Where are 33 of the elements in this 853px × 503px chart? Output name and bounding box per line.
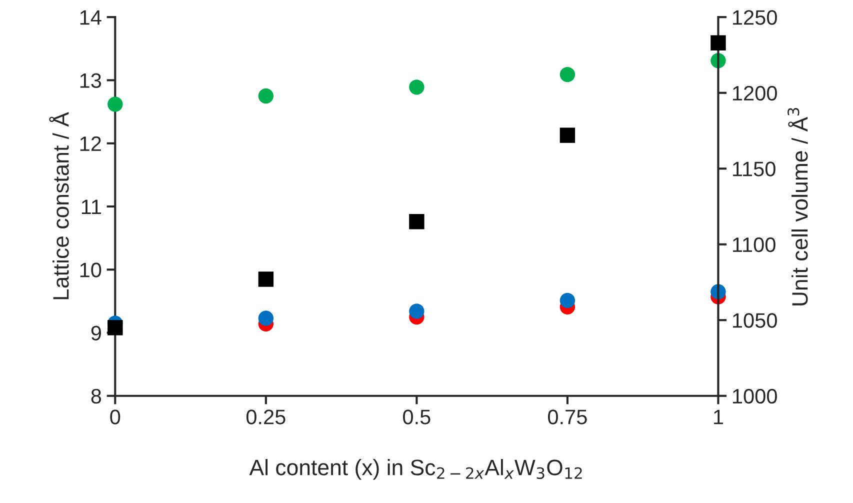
y-tick-label: 14 [80,10,102,25]
y2-tick-label: 1250 [733,10,777,25]
point [409,304,424,319]
y2-tick-label: 1100 [733,237,776,252]
y2-tick-label: 1000 [733,388,777,404]
point [108,320,123,336]
point [258,88,274,104]
point [258,272,274,287]
point [409,214,424,230]
y2-tick-label: 1200 [733,86,777,101]
point [108,96,123,112]
y2-axis-title: Unit cell volume / Å$^{3}$ [788,108,808,306]
x-tick-label: 0.25 [246,410,286,424]
y2-tick-label: 1050 [733,313,777,328]
y-tick-label: 9 [91,326,101,340]
x-axis-title: Al content (x) in Sc$_{2−2x}$Al$_{x}$W$_{3}$O$_{12}$ [249,459,582,480]
point [409,80,424,95]
point [560,128,576,143]
y-tick-label: 11 [82,200,101,214]
y-tick-label: 10 [80,262,102,278]
y-tick-label: 8 [91,388,102,404]
point [258,310,274,326]
x-tick-label: 0.5 [403,410,430,424]
x-tick-label: 0.75 [548,410,587,424]
point [560,292,576,308]
y2-tick-label: 1150 [733,162,776,176]
x-tick-label: 0 [110,410,120,424]
y-axis-title: Lattice constant / Å [49,112,69,300]
y-tick-label: 13 [80,73,102,88]
x-tick-label: 1 [714,410,724,424]
point [710,35,726,50]
y-tick-label: 12 [80,136,101,151]
point [560,66,576,82]
